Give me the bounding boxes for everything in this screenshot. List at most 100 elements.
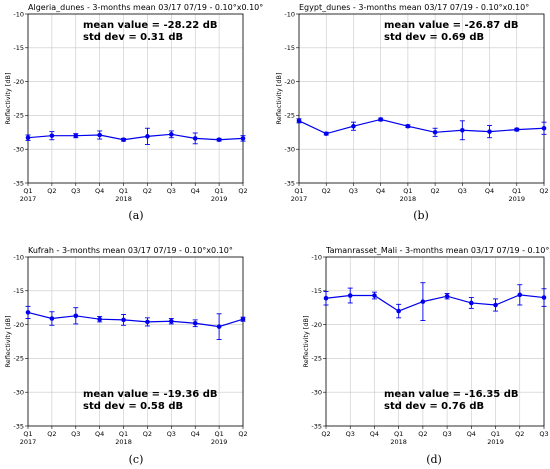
x-tick-label: Q1 — [23, 430, 32, 438]
chart-title: Kufrah - 3-months mean 03/17 07/19 - 0.1… — [28, 246, 233, 255]
x-tick-year-label: 2019 — [211, 438, 228, 446]
data-point — [432, 130, 438, 135]
y-tick-label: -15 — [284, 44, 295, 52]
data-point — [323, 295, 329, 301]
data-point — [378, 117, 383, 122]
mean-value-label: mean value = -19.36 dB — [83, 389, 218, 400]
data-point — [541, 125, 547, 131]
series-line — [27, 133, 244, 141]
std-dev-label: std dev = 0.76 dB — [384, 401, 484, 412]
x-tick-label: Q1 — [512, 187, 521, 195]
x-tick-year-label: 2019 — [509, 195, 526, 203]
y-tick-label: -35 — [311, 422, 322, 430]
data-point — [73, 313, 79, 319]
x-tick-label: Q1 — [119, 187, 128, 195]
data-point — [487, 129, 492, 134]
y-tick-label: -15 — [13, 44, 24, 52]
data-point — [372, 293, 377, 298]
x-tick-label: Q1 — [294, 187, 303, 195]
x-tick-label: Q3 — [346, 430, 355, 438]
mean-value-label: mean value = -16.35 dB — [384, 389, 519, 400]
data-point — [145, 134, 150, 139]
data-point — [192, 320, 198, 326]
x-tick-label: Q1 — [119, 430, 128, 438]
chart-title: Algeria_dunes - 3-months mean 03/17 07/1… — [28, 3, 263, 12]
data-point — [97, 316, 102, 322]
data-point — [121, 137, 126, 143]
data-point — [469, 300, 474, 306]
x-tick-label: Q2 — [47, 430, 56, 438]
series-line — [27, 311, 244, 328]
y-tick-label: -30 — [13, 389, 24, 397]
chart-title: Egypt_dunes - 3-months mean 03/17 07/19 … — [299, 3, 529, 12]
x-tick-label: Q3 — [458, 187, 467, 195]
data-point — [121, 317, 126, 323]
y-tick-label: -10 — [13, 253, 24, 261]
x-tick-label: Q1 — [214, 430, 223, 438]
data-point — [240, 136, 246, 141]
x-tick-label: Q1 — [394, 430, 403, 438]
y-tick-label: -35 — [13, 179, 24, 187]
x-tick-label: Q4 — [376, 187, 385, 195]
data-point — [347, 293, 353, 298]
x-tick-year-label: 2018 — [115, 438, 132, 446]
x-tick-year-label: 2019 — [487, 438, 504, 446]
data-point — [25, 310, 31, 315]
x-tick-label: Q3 — [167, 187, 176, 195]
std-dev-label: std dev = 0.69 dB — [384, 32, 484, 43]
data-point — [49, 133, 55, 138]
x-tick-label: Q2 — [418, 430, 427, 438]
series-line — [298, 118, 545, 135]
mean-value-label: mean value = -28.22 dB — [83, 20, 218, 31]
x-tick-label: Q2 — [539, 187, 548, 195]
data-point — [97, 132, 102, 138]
x-tick-year-label: 2017 — [20, 195, 37, 203]
data-point — [296, 118, 302, 124]
data-point — [169, 132, 174, 137]
y-tick-label: -25 — [13, 112, 24, 120]
x-tick-year-label: 2018 — [390, 438, 407, 446]
x-tick-label: Q4 — [485, 187, 494, 195]
x-tick-label: Q2 — [238, 187, 247, 195]
mean-value-label: mean value = -26.87 dB — [384, 20, 519, 31]
x-tick-label: Q2 — [47, 187, 56, 195]
y-axis-label: Reflectivity [dB] — [275, 72, 283, 124]
chart-title: Tamanrasset_Mali - 3-months mean 03/17 0… — [325, 246, 550, 255]
y-tick-label: -35 — [284, 179, 295, 187]
data-point — [444, 293, 450, 299]
y-tick-label: -35 — [13, 422, 24, 430]
x-tick-label: Q2 — [321, 430, 330, 438]
data-point — [240, 316, 246, 322]
x-tick-label: Q4 — [95, 430, 104, 438]
panel-caption: (a) — [128, 209, 143, 222]
x-tick-label: Q4 — [370, 430, 379, 438]
y-tick-label: -30 — [13, 146, 24, 154]
y-axis-label: Reflectivity [dB] — [4, 315, 12, 367]
data-point — [73, 133, 79, 138]
data-point — [405, 123, 411, 129]
x-tick-year-label: 2017 — [20, 438, 37, 446]
data-point — [323, 131, 329, 136]
data-point — [514, 127, 520, 132]
x-tick-label: Q1 — [214, 187, 223, 195]
data-point — [216, 324, 222, 329]
data-point — [420, 299, 426, 304]
plot-frame — [298, 13, 545, 184]
x-tick-year-label: 2018 — [400, 195, 417, 203]
x-tick-label: Q1 — [491, 430, 500, 438]
y-tick-label: -10 — [284, 10, 295, 18]
y-tick-label: -15 — [311, 287, 322, 295]
y-axis-label: Reflectivity [dB] — [302, 315, 310, 367]
series-line — [325, 294, 545, 312]
x-tick-label: Q3 — [442, 430, 451, 438]
x-tick-label: Q2 — [238, 430, 247, 438]
data-point — [216, 137, 222, 143]
y-axis-label: Reflectivity [dB] — [4, 72, 12, 124]
x-tick-year-label: 2018 — [115, 195, 132, 203]
std-dev-label: std dev = 0.31 dB — [83, 32, 183, 43]
data-point — [493, 302, 498, 308]
x-tick-label: Q1 — [403, 187, 412, 195]
